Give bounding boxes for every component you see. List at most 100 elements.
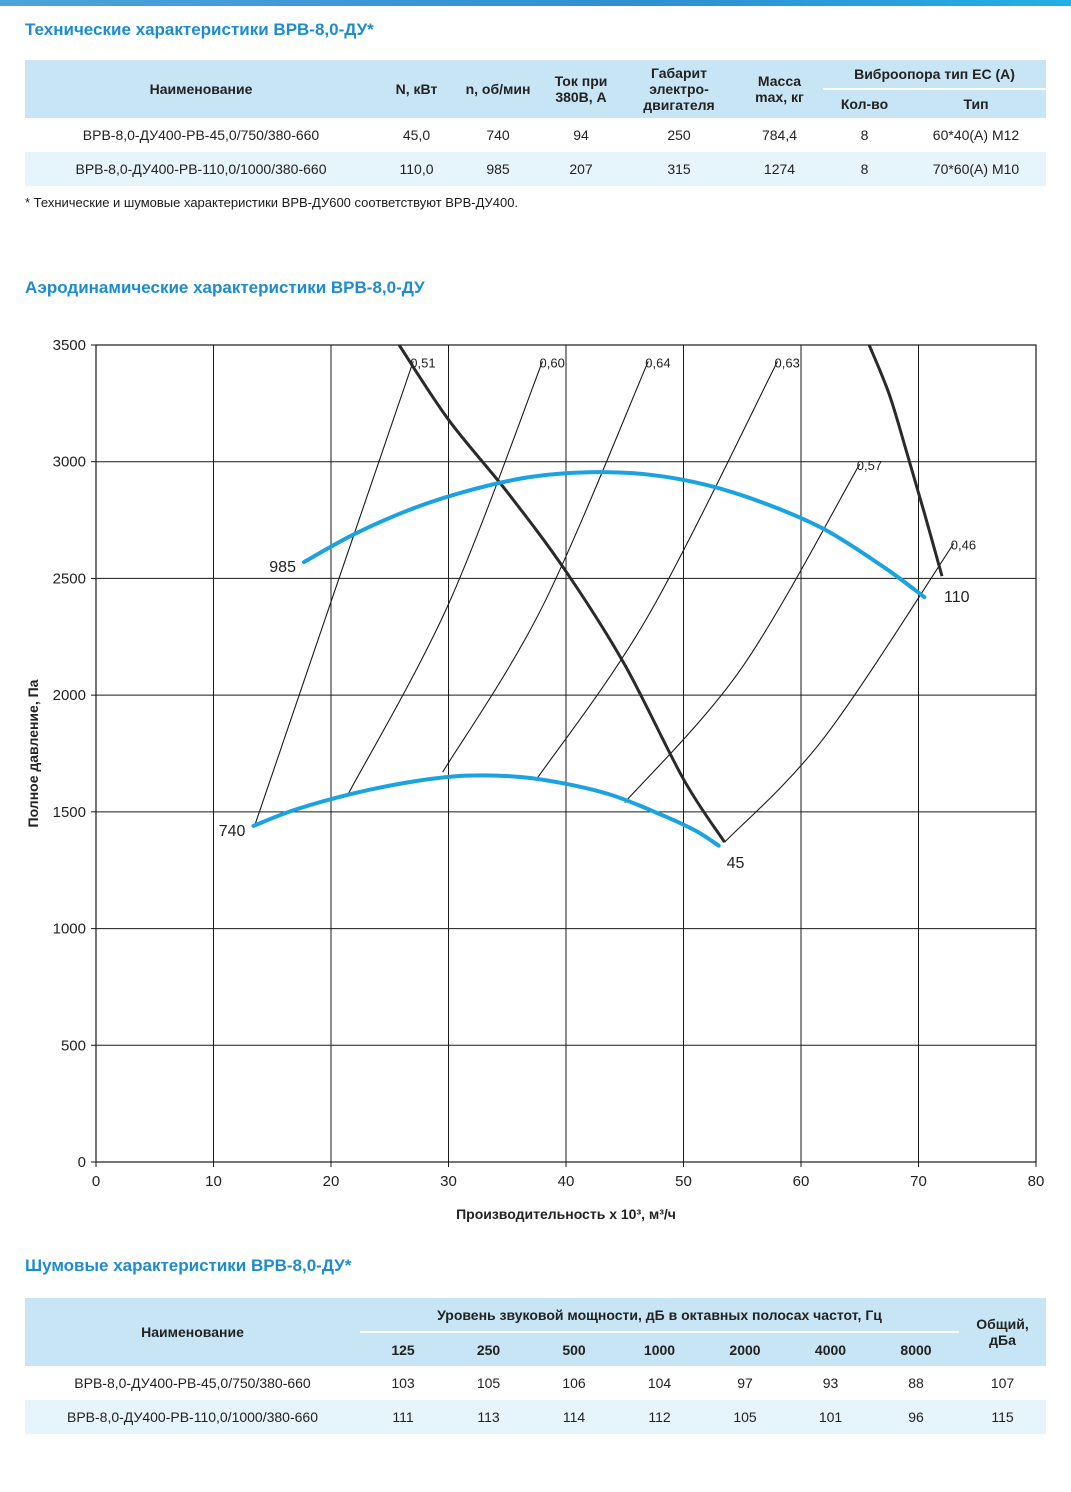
x-axis-title: Производительность х 10³, м³/ч xyxy=(456,1206,676,1222)
y-tick-label: 500 xyxy=(61,1037,86,1054)
header-current: Ток при 380В, А xyxy=(540,60,622,118)
cell-name: ВРВ-8,0-ДУ400-РВ-45,0/750/380-660 xyxy=(82,127,320,143)
y-tick-label: 3000 xyxy=(53,454,86,471)
cell-band: 106 xyxy=(562,1375,586,1391)
efficiency-label: 0,51 xyxy=(410,355,435,370)
table-row: ВРВ-8,0-ДУ400-РВ-45,0/750/380-660 103 10… xyxy=(25,1366,1046,1400)
cell-frame: 250 xyxy=(667,127,691,143)
x-tick-label: 80 xyxy=(1028,1173,1045,1190)
noise-header-band-group: Уровень звуковой мощности, дБ в октавных… xyxy=(360,1298,959,1333)
cell-current: 94 xyxy=(573,127,589,143)
x-tick-label: 70 xyxy=(910,1173,927,1190)
noise-header-total: Общий, дБа xyxy=(959,1298,1046,1366)
y-axis-title: Полное давление, Па xyxy=(25,679,41,827)
cell-name: ВРВ-8,0-ДУ400-РВ-110,0/1000/380-660 xyxy=(25,152,377,186)
efficiency-label: 0,57 xyxy=(857,458,882,473)
cell-band: 96 xyxy=(873,1400,959,1434)
cell-band: 97 xyxy=(737,1375,753,1391)
efficiency-line xyxy=(724,543,955,843)
x-tick-label: 0 xyxy=(92,1173,100,1190)
cell-band: 105 xyxy=(702,1400,788,1434)
band-header: 250 xyxy=(446,1332,531,1366)
cell-mass: 1274 xyxy=(736,152,823,186)
header-power: N, кВт xyxy=(377,60,456,118)
cell-name: ВРВ-8,0-ДУ400-РВ-45,0/750/380-660 xyxy=(74,1375,311,1391)
efficiency-label: 0,63 xyxy=(775,355,800,370)
speed-curve xyxy=(301,470,927,600)
x-tick-label: 40 xyxy=(558,1173,575,1190)
header-name: Наименование xyxy=(25,60,377,118)
cell-mass: 784,4 xyxy=(761,127,798,143)
aero-section-title: Аэродинамические характеристики ВРВ-8,0-… xyxy=(25,278,425,297)
cell-rpm: 985 xyxy=(456,152,540,186)
efficiency-line xyxy=(624,463,861,803)
header-vibration-group: Виброопора тип ЕС (А) xyxy=(823,60,1046,90)
band-header: 125 xyxy=(360,1332,446,1366)
cell-total: 107 xyxy=(990,1375,1015,1391)
cell-band: 88 xyxy=(908,1375,924,1391)
aero-chart: 0 10 20 30 40 50 60 70 80 0 500 1000 1500 2000 2500 300… xyxy=(0,320,1071,1240)
y-tick-label: 2000 xyxy=(53,687,86,704)
noise-section-title: Шумовые характеристики ВРВ-8,0-ДУ* xyxy=(25,1256,352,1275)
header-mass-line2: max, кг xyxy=(755,89,804,105)
header-vib-qty: Кол-во xyxy=(823,89,906,118)
header-current-line2: 380В, А xyxy=(555,89,607,105)
cell-vib-qty: 8 xyxy=(823,152,906,186)
y-tick-label: 3500 xyxy=(53,337,86,354)
noise-header-total-line1: Общий, xyxy=(976,1316,1029,1332)
cell-total: 115 xyxy=(959,1400,1046,1434)
noise-header-total-line2: дБа xyxy=(989,1332,1016,1348)
y-tick-label: 1000 xyxy=(53,921,86,938)
band-header: 4000 xyxy=(788,1332,873,1366)
efficiency-line xyxy=(442,361,649,773)
header-mass: Масса max, кг xyxy=(736,60,823,118)
header-frame-line3: двигателя xyxy=(643,97,715,113)
band-header: 1000 xyxy=(617,1332,702,1366)
x-tick-label: 30 xyxy=(440,1173,457,1190)
cell-name: ВРВ-8,0-ДУ400-РВ-110,0/1000/380-660 xyxy=(25,1400,360,1434)
cell-band: 111 xyxy=(360,1400,446,1434)
header-current-line1: Ток при xyxy=(554,73,608,89)
header-vib-type: Тип xyxy=(906,89,1046,118)
x-tick-label: 20 xyxy=(323,1173,340,1190)
noise-header-name: Наименование xyxy=(25,1298,360,1366)
y-tick-label: 1500 xyxy=(53,804,86,821)
x-tick-label: 50 xyxy=(675,1173,692,1190)
cell-vib-qty: 8 xyxy=(860,127,869,143)
footnote: * Технические и шумовые характеристики В… xyxy=(25,195,519,210)
power-curve xyxy=(867,344,944,577)
band-header: 8000 xyxy=(873,1332,959,1366)
top-accent-bar xyxy=(0,0,1071,6)
speed-curve-label: 740 xyxy=(219,823,246,840)
cell-rpm: 740 xyxy=(486,127,510,143)
speed-curve-label: 985 xyxy=(269,559,296,576)
cell-band: 114 xyxy=(531,1400,617,1434)
cell-band: 104 xyxy=(647,1375,672,1391)
header-frame-line1: Габарит xyxy=(651,65,707,81)
cell-current: 207 xyxy=(540,152,622,186)
cell-frame: 315 xyxy=(622,152,736,186)
cell-band: 105 xyxy=(476,1375,501,1391)
cell-band: 103 xyxy=(391,1375,415,1391)
efficiency-label: 0,60 xyxy=(540,355,565,370)
cell-vib-type: 60*40(А) М12 xyxy=(932,127,1020,143)
aero-chart-svg: 0 10 20 30 40 50 60 70 80 0 500 1000 1500 2000 2500 300… xyxy=(25,337,1045,1222)
power-curve-label: 110 xyxy=(944,589,970,606)
efficiency-line xyxy=(254,361,414,827)
y-tick-label: 0 xyxy=(78,1154,86,1171)
cell-vib-type: 70*60(А) М10 xyxy=(906,152,1046,186)
tech-section-title: Технические характеристики ВРВ-8,0-ДУ* xyxy=(25,20,374,39)
cell-power: 45,0 xyxy=(402,127,431,143)
band-header: 500 xyxy=(531,1332,617,1366)
table-row: ВРВ-8,0-ДУ400-РВ-110,0/1000/380-660 110,… xyxy=(25,152,1046,186)
header-mass-line1: Масса xyxy=(757,73,802,89)
tech-specs-table: Наименование N, кВт n, об/мин Ток при 38… xyxy=(25,60,1046,186)
power-curve-label: 45 xyxy=(727,855,745,872)
x-tick-label: 10 xyxy=(205,1173,222,1190)
table-row: ВРВ-8,0-ДУ400-РВ-110,0/1000/380-660 111 … xyxy=(25,1400,1046,1434)
cell-band: 93 xyxy=(822,1375,839,1391)
y-tick-label: 2500 xyxy=(53,570,86,587)
efficiency-label: 0,46 xyxy=(951,537,976,552)
header-frame: Габарит электро- двигателя xyxy=(622,60,736,118)
header-frame-line2: электро- xyxy=(649,81,709,97)
